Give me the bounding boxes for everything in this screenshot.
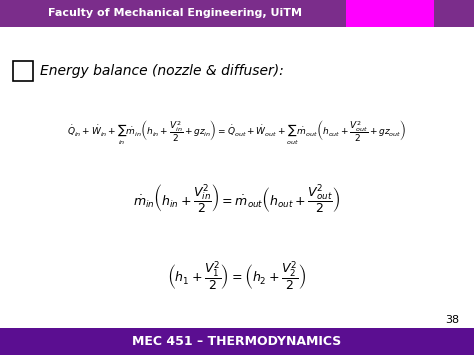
FancyBboxPatch shape [0, 0, 474, 27]
Text: MEC 451 – THERMODYNAMICS: MEC 451 – THERMODYNAMICS [132, 335, 342, 348]
Text: $\dot{Q}_{in} + \dot{W}_{in} + \sum_{in} \dot{m}_{in} \left( h_{in} + \dfrac{V_{: $\dot{Q}_{in} + \dot{W}_{in} + \sum_{in}… [67, 119, 407, 147]
Text: Faculty of Mechanical Engineering, UiTM: Faculty of Mechanical Engineering, UiTM [48, 8, 302, 18]
FancyBboxPatch shape [13, 61, 33, 81]
Text: Energy balance (nozzle & diffuser):: Energy balance (nozzle & diffuser): [40, 64, 284, 78]
Text: 38: 38 [446, 315, 460, 325]
Text: $\left( h_1 + \dfrac{V_1^{2}}{2} \right) = \left( h_2 + \dfrac{V_2^{2}}{2} \righ: $\left( h_1 + \dfrac{V_1^{2}}{2} \right)… [167, 261, 307, 293]
Text: $\dot{m}_{in} \left( h_{in} + \dfrac{V_{in}^{2}}{2} \right) = \dot{m}_{out} \lef: $\dot{m}_{in} \left( h_{in} + \dfrac{V_{… [133, 182, 341, 215]
FancyBboxPatch shape [0, 328, 474, 355]
FancyBboxPatch shape [346, 0, 434, 27]
